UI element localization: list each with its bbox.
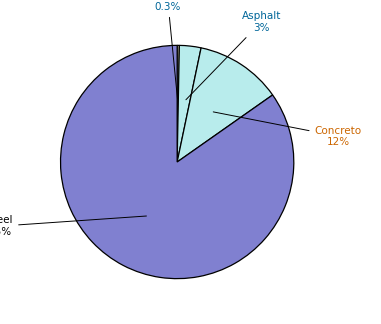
Text: Asphalt
3%: Asphalt 3%	[186, 11, 281, 100]
Text: Steel
85%: Steel 85%	[0, 215, 146, 237]
Wedge shape	[177, 45, 201, 162]
Text: Concreto
12%: Concreto 12%	[213, 112, 362, 147]
Wedge shape	[177, 48, 273, 162]
Wedge shape	[61, 45, 294, 279]
Wedge shape	[177, 45, 179, 162]
Text: Paint
0.3%: Paint 0.3%	[155, 0, 181, 98]
